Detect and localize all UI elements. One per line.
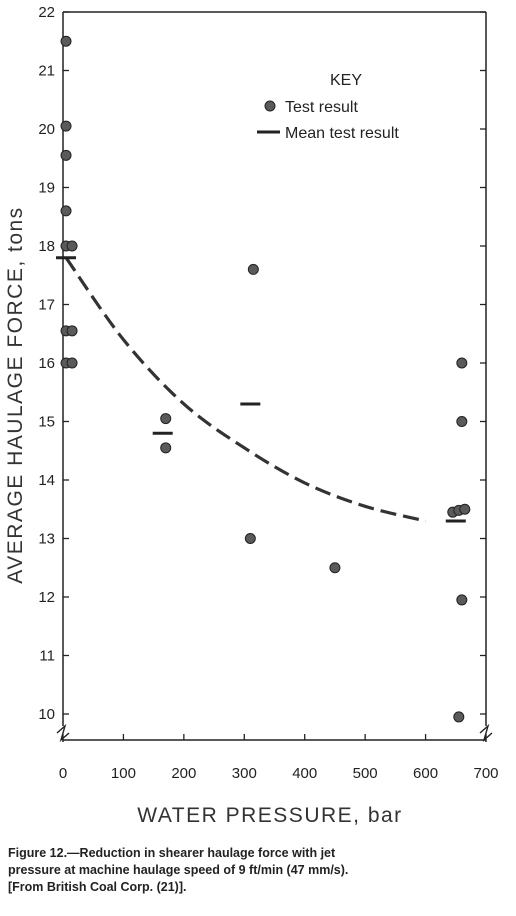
test-result-point-13 — [244, 533, 256, 544]
legend-entry-test-result: Test result — [285, 99, 358, 116]
axes-layer: 10 11 12 13 14 15 16 17 18 19 20 21 22 0 100 200 300 400 5… — [38, 4, 498, 782]
test-result-point-7 — [66, 325, 78, 337]
y-axis-title: AVERAGE HAULAGE FORCE, tons — [4, 206, 27, 583]
y-tick-label-10: 10 — [38, 706, 55, 723]
test-result-point-12 — [247, 263, 259, 275]
test-result-point-11 — [160, 442, 172, 454]
test-result-point-16 — [456, 416, 468, 427]
caption-line-2: pressure at machine haulage speed of 9 f… — [8, 863, 349, 877]
test-result-point-14 — [329, 562, 341, 574]
y-axis-break-mark — [56, 723, 70, 743]
test-result-point-9 — [66, 357, 78, 369]
x-tick-label-300: 300 — [232, 765, 257, 782]
y-tick-label-19: 19 — [38, 180, 55, 197]
x-tick-label-700: 700 — [473, 765, 498, 782]
test-result-point-20 — [456, 594, 468, 606]
caption-line-3: [From British Coal Corp. (21)]. — [8, 880, 187, 894]
chart-area: 10 11 12 13 14 15 16 17 18 19 20 21 22 0 100 200 300 400 5… — [4, 4, 499, 827]
y-tick-label-21: 21 — [38, 63, 55, 80]
test-result-point-1 — [60, 120, 72, 132]
test-result-point-21 — [453, 711, 465, 723]
y-tick-label-16: 16 — [38, 355, 55, 372]
y-tick-label-15: 15 — [38, 414, 55, 431]
legend-dot-marker — [264, 100, 276, 112]
right-axis-break-mark — [479, 723, 493, 743]
test-result-point-2 — [60, 149, 72, 161]
x-axis-title: WATER PRESSURE, bar — [137, 804, 402, 827]
y-tick-label-11: 11 — [39, 648, 55, 665]
legend-entry-mean-test-result: Mean test result — [285, 125, 399, 142]
x-tick-label-600: 600 — [413, 765, 438, 782]
x-tick-label-0: 0 — [59, 765, 67, 782]
caption-line-1: Figure 12.—Reduction in shearer haulage … — [8, 846, 336, 860]
test-result-point-3 — [60, 205, 72, 217]
trend-curve — [64, 256, 426, 523]
x-tick-label-400: 400 — [292, 765, 317, 782]
x-tick-label-200: 200 — [171, 765, 196, 782]
legend: KEY Test result Mean test result — [257, 72, 399, 142]
x-tick-label-500: 500 — [353, 765, 378, 782]
y-tick-label-12: 12 — [38, 589, 55, 606]
y-tick-label-22: 22 — [38, 4, 55, 21]
x-tick-label-100: 100 — [111, 765, 136, 782]
test-result-point-0 — [60, 35, 72, 47]
test-result-point-15 — [456, 357, 468, 369]
data-marks-layer — [56, 35, 471, 723]
y-tick-label-14: 14 — [38, 472, 55, 489]
y-tick-label-18: 18 — [38, 238, 55, 255]
y-tick-label-17: 17 — [38, 297, 55, 314]
trend-curve-layer — [64, 256, 426, 523]
y-tick-label-20: 20 — [38, 121, 55, 138]
test-result-point-5 — [66, 240, 78, 252]
figure-caption: Figure 12.—Reduction in shearer haulage … — [8, 845, 514, 896]
test-result-point-19 — [459, 503, 471, 515]
y-tick-label-13: 13 — [38, 531, 55, 548]
legend-title: KEY — [330, 72, 362, 89]
test-result-point-10 — [160, 413, 172, 425]
